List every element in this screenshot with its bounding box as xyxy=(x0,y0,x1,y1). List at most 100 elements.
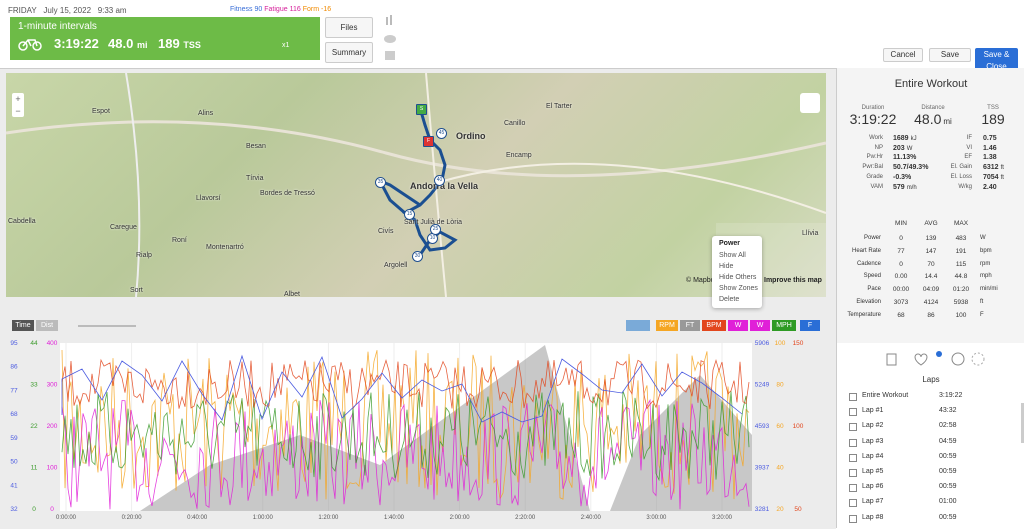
lap-checkbox[interactable] xyxy=(849,423,857,432)
lap-name[interactable]: Lap #8 xyxy=(862,513,884,521)
signal-trace xyxy=(61,390,750,482)
minmax-unit: rpm xyxy=(980,260,991,267)
channel-button[interactable]: BPM xyxy=(702,320,726,331)
save-button[interactable]: Save xyxy=(929,48,971,62)
date: July 15, 2022 xyxy=(43,6,92,15)
axis-tick-label: 5249 xyxy=(755,382,770,389)
files-button[interactable]: Files xyxy=(325,17,373,38)
map-label: Civís xyxy=(378,228,394,235)
axis-tick-label: 32 xyxy=(10,506,18,513)
value: 48.0 xyxy=(914,111,942,127)
improve-map[interactable]: Improve this map xyxy=(764,277,822,284)
channel-button[interactable]: W xyxy=(728,320,748,331)
lap-checkbox[interactable] xyxy=(849,408,857,417)
x-tick-label: 3:00:00 xyxy=(646,515,667,521)
map-label: Bordes de Tressó xyxy=(260,190,315,197)
map-label: Sort xyxy=(130,287,143,294)
stat-label: VI xyxy=(966,144,972,151)
workout-card[interactable]: 1-minute intervals 3:19:22 48.0 mi 189 T… xyxy=(10,17,320,60)
value: 3:19:22 xyxy=(849,111,897,127)
lap-name[interactable]: Lap #4 xyxy=(862,452,884,460)
lap-name[interactable]: Lap #5 xyxy=(862,468,884,475)
lap-time: 00:59 xyxy=(939,513,957,521)
panel-icons xyxy=(886,351,985,366)
layers-button[interactable] xyxy=(800,93,820,113)
lap-checkbox[interactable] xyxy=(849,393,857,401)
lap-name[interactable]: Lap #7 xyxy=(862,498,884,506)
channel-button[interactable]: MPH xyxy=(772,320,796,331)
minmax-value: 01:20 xyxy=(952,286,970,294)
minmax-label: Speed xyxy=(863,273,881,280)
axis-tick-label: 0 xyxy=(32,506,36,513)
side-icons xyxy=(384,15,396,60)
lap-name[interactable]: Lap #1 xyxy=(862,407,884,415)
axis-tick-label: 20 xyxy=(776,506,784,513)
menu-item[interactable]: Hide Others xyxy=(719,274,757,281)
graph: 0:00:00 0:20:00 0:40:00 1:00:00 1:20:00 1:40:… xyxy=(10,340,803,521)
unit: mi xyxy=(943,117,952,126)
value: 579 xyxy=(893,183,905,191)
zoom-slider[interactable] xyxy=(78,325,136,327)
stat-value: 1689 kJ xyxy=(893,135,917,142)
axis-tick-label: 41 xyxy=(10,482,18,489)
workout-count: x1 xyxy=(282,42,290,49)
chart-type-button[interactable] xyxy=(626,320,650,331)
minmax-value: 100 xyxy=(955,311,967,319)
cancel-button[interactable]: Cancel xyxy=(883,48,923,62)
form-label: Form xyxy=(302,6,320,13)
menu-item[interactable]: Delete xyxy=(719,296,740,303)
minmax-value: 115 xyxy=(955,260,967,268)
lap-name[interactable]: Lap #2 xyxy=(862,422,884,430)
lap-time: 00:59 xyxy=(939,468,957,475)
lap-checkbox[interactable] xyxy=(849,453,857,462)
menu-item[interactable]: Show All xyxy=(719,252,746,259)
x-tick-label: 1:40:00 xyxy=(384,515,405,521)
stat-label: Grade xyxy=(866,173,883,180)
form-value: -16 xyxy=(321,6,332,13)
minmax-header: MIN xyxy=(895,220,907,227)
lap-checkbox[interactable] xyxy=(849,438,857,447)
axis-tick-label: 0 xyxy=(50,506,54,513)
stat-value: 7054 ft xyxy=(983,174,1004,181)
lap-name[interactable]: Lap #6 xyxy=(862,483,884,491)
minmax-value: 139 xyxy=(925,235,937,242)
stat-label: IF xyxy=(966,135,972,141)
lap-name[interactable]: Lap #3 xyxy=(862,437,884,445)
stat-value: 50.7/49.3% xyxy=(893,164,928,171)
distance-value: 48.0 xyxy=(108,36,134,51)
minmax-unit: mph xyxy=(980,273,992,280)
graph-toggle[interactable]: Time xyxy=(12,320,34,331)
summary-button[interactable]: Summary xyxy=(325,42,373,63)
scrollbar[interactable] xyxy=(1021,403,1024,443)
fatigue-value: 116 xyxy=(289,6,301,13)
channel-button[interactable]: W xyxy=(750,320,770,331)
minmax-value: 3073 xyxy=(893,299,909,306)
menu-item[interactable]: Show Zones xyxy=(719,285,758,292)
map-label: Argolell xyxy=(384,262,408,269)
menu-item[interactable]: Hide xyxy=(719,263,734,270)
zoom-control[interactable]: + − xyxy=(12,93,24,117)
minmax-value: 191 xyxy=(955,247,967,255)
channel-button[interactable]: RPM xyxy=(656,320,678,331)
channel-button[interactable]: F xyxy=(800,320,820,331)
axis-tick-label: 4593 xyxy=(755,423,770,430)
stat-label: El. Gain xyxy=(950,164,972,171)
map-label: Alins xyxy=(198,110,214,117)
graph-toggle[interactable]: Dist xyxy=(36,320,58,331)
map[interactable]: + − Espot Alins Besan Tírvia Llavorsí Caregue R… xyxy=(6,73,826,297)
minmax-label: Power xyxy=(863,235,881,241)
tss-unit: TSS xyxy=(183,40,201,50)
x-tick-label: 0:20:00 xyxy=(122,515,143,521)
axis-tick-label: 50 xyxy=(794,506,802,513)
route-marker: 40 xyxy=(434,175,445,186)
lap-checkbox[interactable] xyxy=(849,514,857,523)
signal-trace xyxy=(61,349,750,501)
lap-checkbox[interactable] xyxy=(849,484,857,493)
lap-name[interactable]: Entire Workout xyxy=(862,392,909,399)
lap-checkbox[interactable] xyxy=(849,499,857,508)
channel-button[interactable]: FT xyxy=(680,320,700,331)
map-label: Llavorsí xyxy=(196,195,221,202)
lap-checkbox[interactable] xyxy=(849,469,857,477)
distance-unit: mi xyxy=(136,40,148,50)
